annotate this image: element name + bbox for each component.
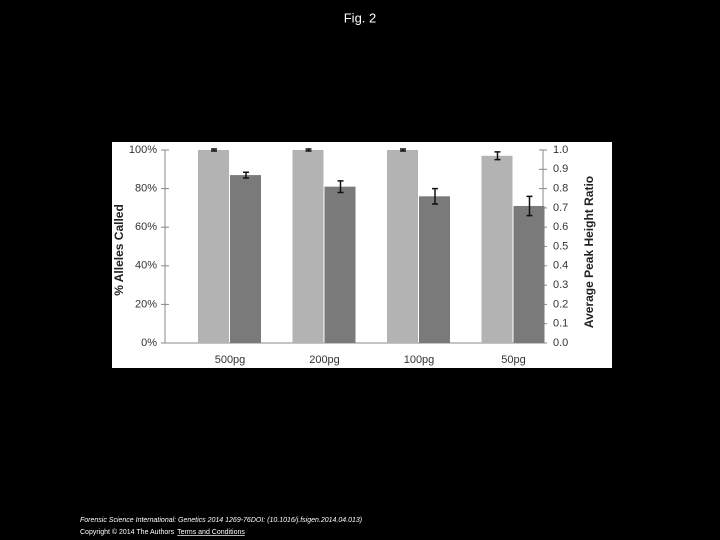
error-bar — [526, 195, 533, 217]
figure-title: Fig. 2 — [344, 10, 377, 25]
bar — [230, 175, 261, 343]
y2ticks-label: 1.0 — [553, 144, 568, 156]
copyright: Copyright © 2014 The Authors Terms and Co… — [80, 528, 245, 536]
y2ticks-label: 0.0 — [553, 337, 568, 349]
error-bar — [494, 151, 501, 161]
yticks-label: 60% — [135, 221, 157, 233]
citation: Forensic Science International: Genetics… — [80, 517, 362, 524]
x-tick-label: 50pg — [501, 354, 525, 366]
error-bar — [305, 148, 312, 152]
y2ticks-label: 0.4 — [553, 260, 568, 272]
copyright-text: Copyright © 2014 The Authors — [80, 528, 175, 536]
y2-axis-title: Average Peak Height Ratio — [582, 176, 596, 328]
y2ticks-label: 0.1 — [553, 318, 568, 330]
bar — [324, 186, 356, 343]
bar — [387, 150, 418, 343]
y2ticks-label: 0.9 — [553, 163, 568, 175]
x-tick-label: 500pg — [215, 354, 246, 366]
yticks-label: 0% — [141, 337, 157, 349]
bar — [481, 155, 513, 343]
x-tick-label: 100pg — [404, 354, 435, 366]
yticks-label: 80% — [135, 183, 157, 195]
error-bar — [432, 187, 438, 205]
yticks-label: 100% — [129, 144, 157, 156]
y2ticks-label: 0.2 — [553, 298, 568, 310]
y2ticks-label: 0.8 — [553, 183, 568, 195]
y2ticks-label: 0.7 — [553, 202, 568, 214]
error-bar — [243, 171, 249, 179]
error-bar — [337, 180, 344, 194]
bar — [198, 150, 229, 343]
y2ticks-label: 0.5 — [553, 240, 568, 252]
yticks-label: 40% — [135, 260, 157, 272]
error-bar — [400, 148, 406, 152]
x-tick-label: 200pg — [309, 354, 340, 366]
yticks-label: 20% — [135, 298, 157, 310]
bar — [292, 150, 324, 343]
bar — [513, 205, 545, 343]
y-axis-title: % Alleles Called — [112, 204, 126, 296]
y2ticks-label: 0.3 — [553, 279, 568, 291]
y2ticks-label: 0.6 — [553, 221, 568, 233]
terms-link[interactable]: Terms and Conditions — [177, 529, 245, 536]
bar — [419, 196, 450, 343]
error-bar — [211, 148, 217, 152]
